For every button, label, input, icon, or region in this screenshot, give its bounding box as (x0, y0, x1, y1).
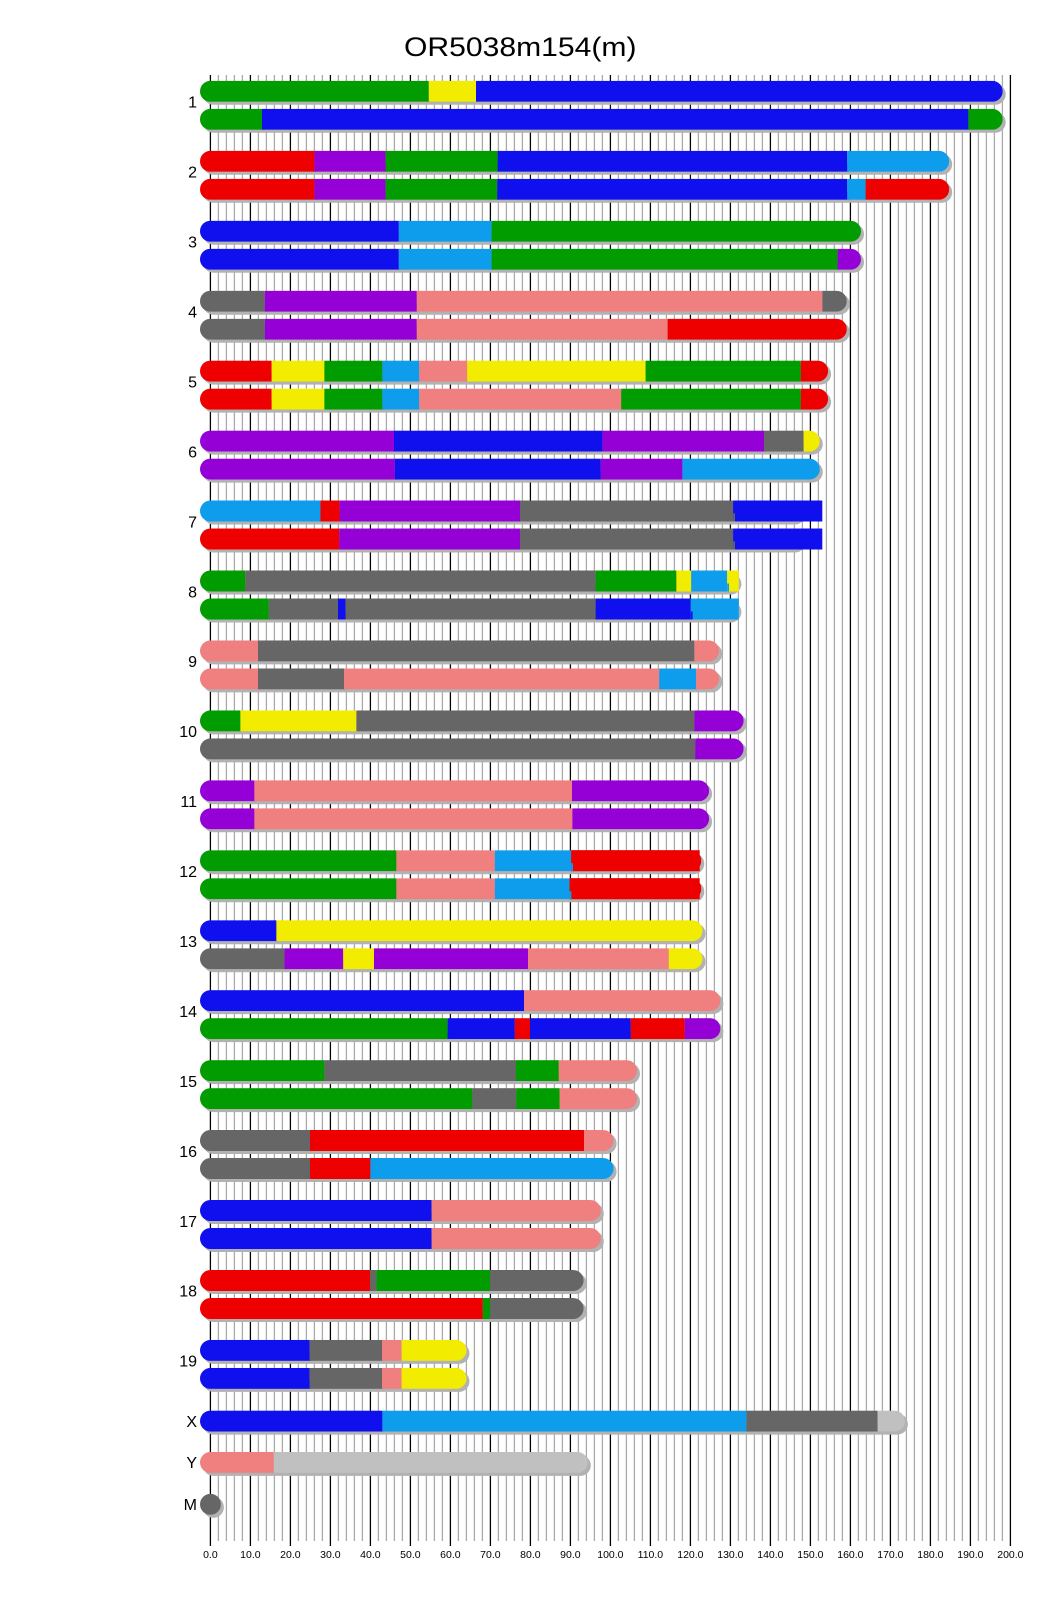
svg-text:1: 1 (188, 95, 197, 112)
svg-text:110.0: 110.0 (638, 1549, 664, 1561)
svg-text:7: 7 (188, 514, 197, 531)
svg-text:12: 12 (179, 864, 197, 881)
svg-text:50.0: 50.0 (400, 1549, 421, 1561)
svg-text:90.0: 90.0 (560, 1549, 581, 1561)
svg-text:2: 2 (188, 165, 197, 182)
svg-text:60.0: 60.0 (440, 1549, 461, 1561)
svg-text:130.0: 130.0 (717, 1549, 743, 1561)
svg-text:120.0: 120.0 (677, 1549, 703, 1561)
svg-text:16: 16 (179, 1144, 197, 1161)
svg-text:14: 14 (179, 1004, 197, 1021)
svg-text:10: 10 (179, 724, 197, 741)
svg-text:40.0: 40.0 (360, 1549, 381, 1561)
svg-text:70.0: 70.0 (480, 1549, 501, 1561)
svg-text:20.0: 20.0 (280, 1549, 301, 1561)
svg-text:80.0: 80.0 (520, 1549, 541, 1561)
svg-text:9: 9 (188, 654, 197, 671)
svg-text:150.0: 150.0 (797, 1549, 823, 1561)
svg-text:OR5038m154(m): OR5038m154(m) (404, 32, 637, 62)
svg-text:19: 19 (179, 1354, 197, 1371)
svg-text:6: 6 (188, 444, 197, 461)
svg-text:18: 18 (179, 1284, 197, 1301)
svg-text:17: 17 (179, 1214, 197, 1231)
svg-text:160.0: 160.0 (837, 1549, 863, 1561)
svg-text:200.0: 200.0 (997, 1549, 1023, 1561)
svg-text:170.0: 170.0 (877, 1549, 903, 1561)
svg-text:15: 15 (179, 1074, 197, 1091)
svg-text:0.0: 0.0 (203, 1549, 218, 1561)
svg-text:4: 4 (188, 305, 197, 322)
svg-text:190.0: 190.0 (957, 1549, 983, 1561)
svg-text:30.0: 30.0 (320, 1549, 341, 1561)
svg-text:180.0: 180.0 (917, 1549, 943, 1561)
svg-text:140.0: 140.0 (757, 1549, 783, 1561)
svg-text:M: M (184, 1497, 197, 1514)
svg-text:10.0: 10.0 (240, 1549, 261, 1561)
svg-text:100.0: 100.0 (597, 1549, 623, 1561)
svg-text:8: 8 (188, 584, 197, 601)
svg-text:Y: Y (186, 1455, 197, 1472)
svg-text:3: 3 (188, 235, 197, 252)
svg-text:X: X (186, 1414, 197, 1431)
svg-text:11: 11 (180, 794, 197, 811)
svg-text:5: 5 (188, 374, 197, 391)
svg-text:13: 13 (179, 934, 197, 951)
